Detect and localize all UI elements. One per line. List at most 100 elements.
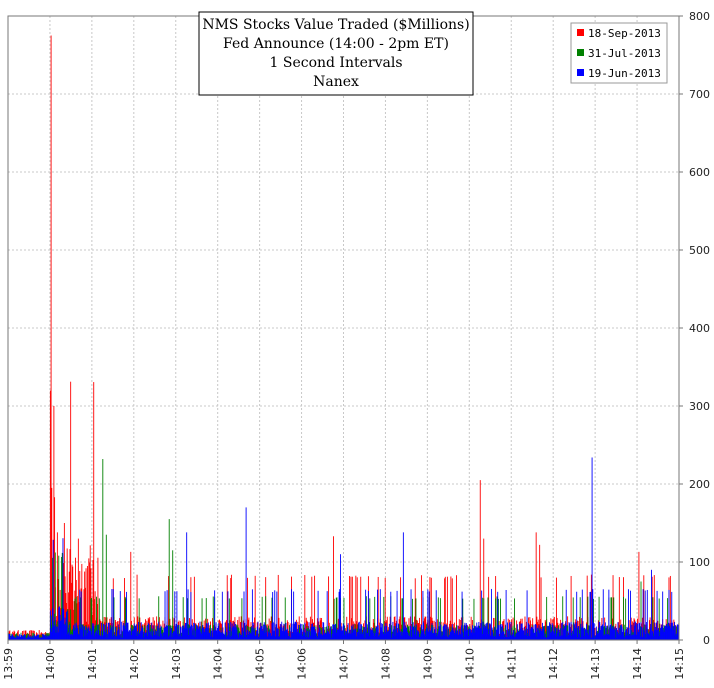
bar (496, 627, 498, 640)
bar (486, 622, 488, 640)
bar (369, 598, 371, 640)
bar (72, 628, 74, 640)
bar (473, 632, 475, 640)
bar (381, 623, 383, 640)
bar (289, 627, 291, 640)
bar (624, 636, 626, 640)
bar (261, 596, 263, 640)
bar (158, 617, 160, 640)
bar (58, 555, 60, 640)
bar (410, 589, 412, 640)
bar (460, 634, 462, 640)
bar (587, 596, 589, 640)
bar (265, 596, 267, 640)
bar (593, 623, 595, 640)
bar (140, 631, 141, 640)
bar (215, 622, 217, 640)
bar (588, 634, 590, 640)
bar (58, 607, 60, 640)
bar (509, 622, 511, 640)
bar (586, 633, 588, 640)
bar (161, 629, 163, 640)
bar (483, 598, 485, 640)
bar (453, 622, 455, 640)
bar (145, 632, 147, 640)
bar (177, 634, 179, 640)
bar (494, 626, 496, 640)
bar (545, 631, 547, 640)
bar (240, 616, 242, 640)
bar (582, 626, 584, 640)
bar (247, 577, 248, 640)
bar (430, 577, 432, 640)
bar (51, 615, 53, 640)
bar (251, 589, 253, 640)
bar (386, 626, 388, 640)
bar (42, 633, 44, 640)
bar (439, 621, 441, 640)
bar (479, 480, 481, 640)
bar (257, 621, 259, 640)
legend-swatch-18-sep (577, 29, 584, 36)
bar (212, 637, 213, 640)
bar (318, 621, 320, 640)
bar (303, 632, 305, 640)
bar (514, 598, 515, 640)
bar (133, 623, 135, 640)
bar (550, 624, 552, 640)
bar (168, 636, 169, 640)
bar (61, 619, 63, 640)
bar (609, 625, 611, 640)
legend-label-31-jul: 31-Jul-2013 (588, 47, 661, 60)
bar (13, 637, 15, 640)
bar (460, 619, 462, 640)
bar (181, 636, 183, 640)
bar (493, 617, 494, 640)
bar (282, 627, 284, 640)
bar (262, 630, 264, 640)
bar (16, 635, 18, 640)
bar (653, 622, 655, 640)
bar (379, 622, 381, 640)
bar (404, 622, 406, 640)
bar (653, 636, 655, 640)
bar (436, 636, 438, 640)
bar (168, 519, 170, 640)
bar (544, 636, 545, 640)
bar (513, 630, 515, 640)
bar (200, 631, 202, 640)
bar (169, 626, 171, 640)
bar (67, 634, 69, 640)
bar (96, 624, 98, 640)
bar (24, 635, 26, 640)
bar (585, 629, 587, 640)
bar (171, 636, 173, 640)
bar (17, 635, 18, 640)
bar (150, 628, 152, 640)
bar (35, 636, 37, 640)
bar (674, 625, 676, 640)
bar (658, 598, 660, 640)
bar (256, 630, 258, 640)
bar (645, 634, 647, 640)
legend-swatch-31-jul (577, 49, 584, 56)
bar (596, 631, 598, 640)
bar (304, 622, 306, 640)
bar (40, 632, 42, 640)
bar (367, 590, 369, 640)
bar (381, 623, 383, 640)
bar (235, 627, 237, 640)
title-line-1: NMS Stocks Value Traded ($Millions) (202, 17, 469, 33)
bar (416, 635, 418, 640)
bar (269, 629, 271, 640)
bar (605, 627, 607, 640)
bar (379, 634, 381, 640)
bar (72, 566, 74, 640)
x-tick-label: 14:08 (379, 648, 392, 680)
bar (121, 637, 123, 640)
bar (338, 591, 340, 640)
bar (49, 610, 51, 640)
bar (544, 633, 546, 640)
bar (664, 626, 666, 640)
bar (66, 548, 68, 640)
